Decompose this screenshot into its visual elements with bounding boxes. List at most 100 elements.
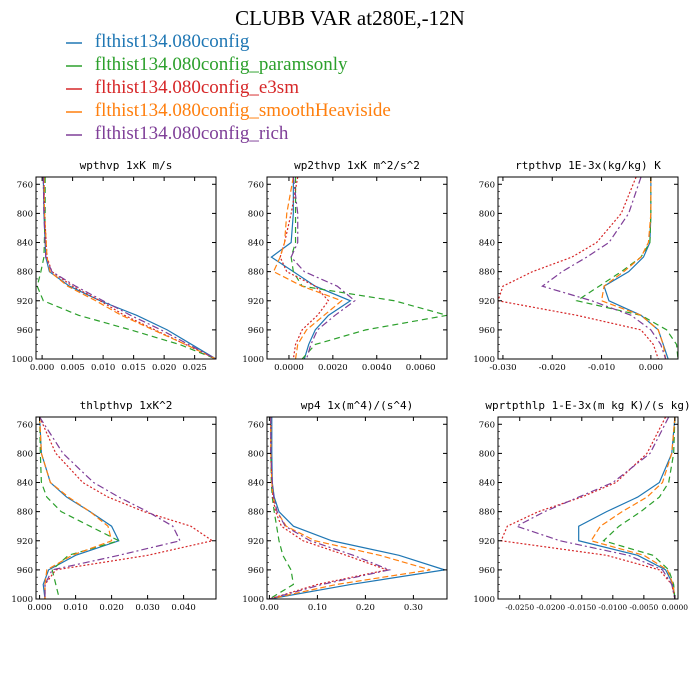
chart-title: wpthvp 1xK m/s [80,159,173,172]
x-tick-label: 0.0060 [406,363,436,373]
y-tick-label: 1000 [242,595,264,605]
y-tick-label: 800 [479,209,495,219]
y-tick-label: 960 [248,566,264,576]
x-tick-label: 0.10 [308,603,327,613]
legend-line-sample [66,41,82,44]
page-title: CLUBB VAR at280E,-12N [235,6,465,30]
y-tick-label: 960 [17,566,33,576]
y-tick-label: 840 [17,479,33,489]
series-line [39,417,113,599]
x-tick-label: -0.0250 [505,603,534,612]
y-tick-label: 760 [17,420,33,430]
series-group [36,177,216,359]
y-tick-label: 840 [248,479,264,489]
y-tick-label: 760 [248,420,264,430]
y-tick-label: 920 [248,537,264,547]
y-tick-label: 920 [248,297,264,307]
x-tick-label: 0.000 [30,363,54,373]
y-tick-label: 800 [248,209,264,219]
x-tick-label: 0.0000 [662,603,688,612]
y-tick-label: 960 [248,326,264,336]
series-line [42,177,216,359]
y-tick-label: 880 [479,268,495,278]
series-line [272,177,343,359]
chart-panel: wpthvp 1xK m/s76080084088092096010000.00… [11,159,217,373]
chart-title: wprtpthlp 1-E-3x(m kg K)/(s kg) [485,399,690,412]
series-line [39,417,121,599]
x-tick-label: -0.0150 [567,603,596,612]
y-tick-label: 880 [479,508,495,518]
legend-line-sample [66,133,82,136]
series-group [270,177,447,359]
y-tick-label: 760 [17,180,33,190]
y-tick-label: 800 [248,449,264,459]
series-line [541,177,667,359]
legend-item-e3sm: flthist134.080config_e3sm [64,76,391,99]
chart-title: rtpthvp 1E-3x(kg/kg) K [515,159,661,172]
series-line [290,177,356,359]
x-tick-label: 0.0040 [362,363,392,373]
plot-frame [266,416,448,600]
y-tick-label: 920 [17,297,33,307]
series-line [279,177,330,359]
x-tick-label: -0.010 [588,363,615,373]
y-tick-label: 920 [479,297,495,307]
legend-label: flthist134.080config [94,31,250,52]
y-tick-label: 840 [479,479,495,489]
series-line [578,417,676,599]
plot-frame [35,416,217,600]
x-tick-label: 0.015 [121,363,145,373]
x-tick-label: -0.030 [489,363,516,373]
series-line [575,177,678,359]
x-tick-label: 0.0000 [274,363,304,373]
y-tick-label: 960 [17,326,33,336]
series-group [269,417,445,599]
plot-frame [266,176,448,360]
y-tick-label: 840 [479,239,495,249]
x-tick-label: 0.030 [135,603,159,613]
y-tick-label: 800 [17,209,33,219]
chart-panel: wp4 1x(m^4)/(s^4)76080084088092096010000… [242,399,448,613]
legend-item-paramsonly: flthist134.080config_paramsonly [64,53,391,76]
x-tick-label: 0.000 [27,603,51,613]
y-tick-label: 760 [248,180,264,190]
legend-line-sample [66,64,82,67]
x-tick-label: 0.0020 [318,363,348,373]
x-tick-label: 0.000 [639,363,663,373]
y-tick-label: 880 [248,268,264,278]
plot-frame [497,176,679,360]
x-tick-label: 0.00 [260,603,279,613]
y-tick-label: 1000 [242,355,264,365]
y-tick-label: 760 [479,180,495,190]
series-line [269,417,390,599]
y-tick-label: 880 [17,508,33,518]
y-tick-label: 1000 [473,355,495,365]
series-group [39,417,214,599]
x-tick-label: 0.040 [171,603,195,613]
series-group [498,177,678,359]
y-tick-label: 920 [479,537,495,547]
chart-title: wp4 1x(m^4)/(s^4) [301,399,414,412]
series-line [500,417,676,599]
legend-line-sample [66,87,82,90]
series-line [590,417,676,599]
series-line [43,177,216,359]
series-line [602,417,676,599]
x-tick-label: 0.020 [152,363,176,373]
series-line [42,177,216,359]
x-tick-label: -0.0200 [536,603,565,612]
x-tick-label: 0.010 [91,363,115,373]
y-tick-label: 960 [479,326,495,336]
y-tick-label: 1000 [473,595,495,605]
chart-panel: wp2thvp 1xK m^2/s^2 760 800 840 880 920 960 100… [242,159,448,373]
plot-frame [35,176,217,360]
chart-title: thlpthvp 1xK^2 [80,399,173,412]
y-tick-label: 1000 [11,595,33,605]
series-line [39,417,181,599]
y-tick-label: 760 [479,420,495,430]
series-line [600,177,667,359]
series-line [498,177,659,359]
legend-label: flthist134.080config_rich [94,123,289,144]
y-tick-label: 920 [17,537,33,547]
